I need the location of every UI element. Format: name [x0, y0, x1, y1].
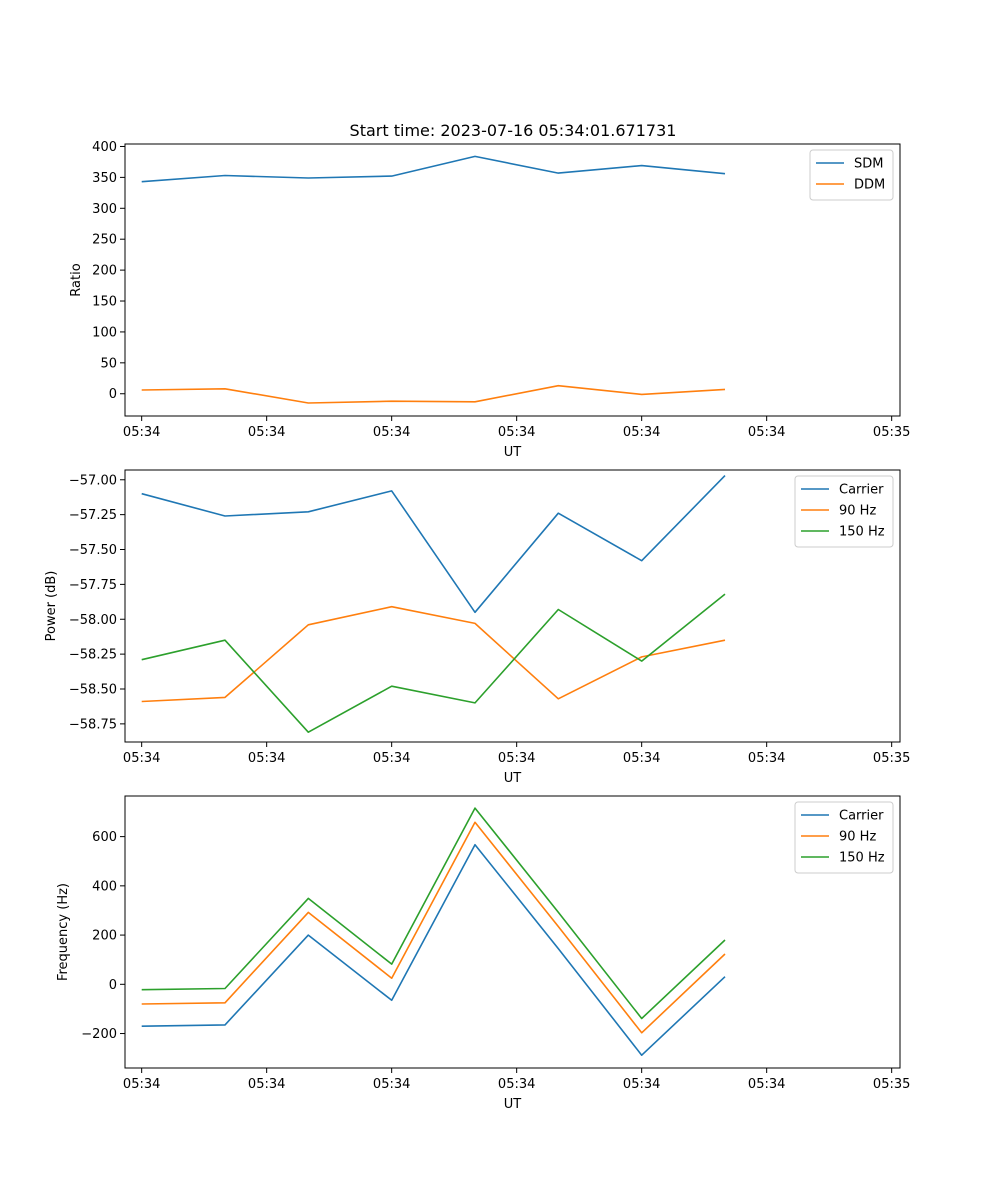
y-tick-label: 600 — [92, 830, 117, 845]
x-tick-label: 05:34 — [623, 425, 660, 440]
series-line-carrier — [141, 843, 726, 1056]
legend: Carrier 90 Hz 150 Hz — [794, 801, 894, 874]
series-line-90-hz — [141, 821, 726, 1034]
x-axis-label: UT — [504, 445, 522, 460]
panel-2: −58.75 −58.50 −58.25 −58.00 −57.75 −57.50 −57.… — [44, 469, 910, 786]
plot-frame — [124, 143, 901, 417]
series-line-150-hz — [141, 807, 726, 1020]
x-tick-label: 05:34 — [123, 1077, 160, 1092]
series-line-90-hz — [141, 605, 726, 703]
y-tick-label: −58.75 — [69, 717, 117, 732]
y-tick-label: −58.50 — [69, 682, 117, 697]
x-tick-label: 05:34 — [123, 751, 160, 766]
x-tick-label: 05:34 — [248, 751, 285, 766]
y-tick-label: −58.25 — [69, 648, 117, 663]
x-tick-label: 05:34 — [248, 1077, 285, 1092]
legend-label: 90 Hz — [839, 830, 876, 845]
figure-title: Start time: 2023-07-16 05:34:01.671731 — [350, 121, 677, 140]
legend-label: 150 Hz — [839, 851, 885, 866]
y-axis-label: Ratio — [69, 263, 84, 296]
legend-label: Carrier — [839, 809, 884, 824]
y-tick-label: −57.00 — [69, 473, 117, 488]
y-tick-label: 300 — [92, 202, 117, 217]
x-tick-label: 05:35 — [873, 425, 910, 440]
y-tick-label: 150 — [92, 295, 117, 310]
panel-1: 0 50 100 150 200 250 300 350 400 05:34 05:34 05:34 0… — [69, 140, 910, 460]
x-tick-label: 05:34 — [123, 425, 160, 440]
legend-label: SDM — [854, 157, 883, 172]
x-tick-label: 05:34 — [498, 751, 535, 766]
x-tick-label: 05:34 — [248, 425, 285, 440]
x-tick-label: 05:34 — [498, 425, 535, 440]
y-tick-label: −57.50 — [69, 543, 117, 558]
series-line-sdm — [141, 155, 726, 183]
x-axis-label: UT — [504, 1097, 522, 1112]
y-tick-label: 200 — [92, 264, 117, 279]
y-axis-label: Power (dB) — [44, 571, 59, 642]
x-tick-label: 05:35 — [873, 751, 910, 766]
series-line-ddm — [141, 384, 726, 404]
legend-label: 150 Hz — [839, 525, 885, 540]
y-tick-label: 0 — [109, 387, 117, 402]
x-tick-label: 05:34 — [748, 751, 785, 766]
legend: Carrier 90 Hz 150 Hz — [794, 475, 894, 548]
y-tick-label: 350 — [92, 171, 117, 186]
x-tick-label: 05:34 — [748, 1077, 785, 1092]
series-line-carrier — [141, 475, 726, 614]
x-tick-label: 05:34 — [748, 425, 785, 440]
x-axis-label: UT — [504, 771, 522, 786]
y-axis-label: Frequency (Hz) — [56, 883, 71, 981]
x-tick-label: 05:34 — [373, 1077, 410, 1092]
plot-frame — [124, 795, 901, 1069]
y-tick-label: −57.25 — [69, 508, 117, 523]
y-tick-label: 50 — [100, 356, 117, 371]
y-tick-label: 400 — [92, 879, 117, 894]
plot-frame — [124, 469, 901, 743]
x-tick-label: 05:34 — [623, 1077, 660, 1092]
x-tick-label: 05:34 — [498, 1077, 535, 1092]
legend-box — [794, 475, 894, 548]
y-tick-label: 400 — [92, 140, 117, 155]
y-tick-label: 200 — [92, 929, 117, 944]
panels: 0 50 100 150 200 250 300 350 400 05:34 05:34 05:34 0… — [44, 140, 910, 1112]
x-tick-label: 05:35 — [873, 1077, 910, 1092]
y-tick-label: 250 — [92, 233, 117, 248]
y-tick-label: −57.75 — [69, 578, 117, 593]
x-tick-label: 05:34 — [623, 751, 660, 766]
x-tick-label: 05:34 — [373, 751, 410, 766]
legend-label: DDM — [854, 178, 885, 193]
legend: SDM DDM — [809, 149, 894, 201]
y-tick-label: −200 — [81, 1027, 117, 1042]
panel-3: −200 0 200 400 600 05:34 05:34 05:34 05:34 05:34 0… — [56, 795, 910, 1112]
legend-box — [794, 801, 894, 874]
legend-label: 90 Hz — [839, 504, 876, 519]
x-tick-label: 05:34 — [373, 425, 410, 440]
y-tick-label: 100 — [92, 325, 117, 340]
y-tick-label: −58.00 — [69, 613, 117, 628]
series-line-150-hz — [141, 593, 726, 734]
legend-label: Carrier — [839, 483, 884, 498]
y-tick-label: 0 — [109, 978, 117, 993]
